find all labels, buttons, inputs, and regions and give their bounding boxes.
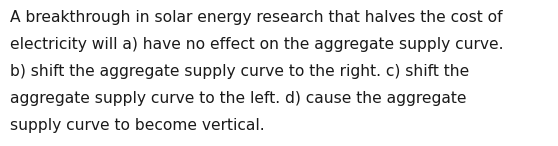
Text: electricity will a) have no effect on the aggregate supply curve.: electricity will a) have no effect on th…: [10, 37, 503, 52]
Text: b) shift the aggregate supply curve to the right. c) shift the: b) shift the aggregate supply curve to t…: [10, 64, 469, 79]
Text: supply curve to become vertical.: supply curve to become vertical.: [10, 118, 264, 133]
Text: aggregate supply curve to the left. d) cause the aggregate: aggregate supply curve to the left. d) c…: [10, 91, 466, 106]
Text: A breakthrough in solar energy research that halves the cost of: A breakthrough in solar energy research …: [10, 10, 503, 25]
